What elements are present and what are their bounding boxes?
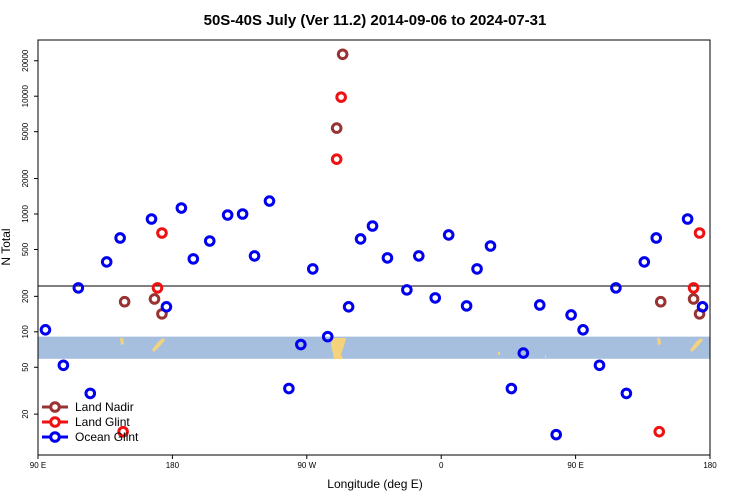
legend-label: Ocean Glint <box>75 430 139 444</box>
point <box>413 250 425 262</box>
point <box>330 122 343 134</box>
point <box>533 299 546 311</box>
point <box>471 263 483 275</box>
point <box>330 153 343 165</box>
point <box>39 324 52 336</box>
point <box>203 235 216 247</box>
y-tick-label: 2000 <box>21 169 30 187</box>
x-tick-label: 90 E <box>567 461 583 470</box>
y-tick-label: 5000 <box>21 122 30 140</box>
point <box>650 232 663 244</box>
x-tick-label: 90 W <box>297 461 316 470</box>
point <box>306 263 319 275</box>
y-tick-label: 500 <box>21 242 30 256</box>
legend-marker <box>49 401 61 413</box>
point <box>505 382 518 395</box>
point <box>100 256 113 268</box>
point <box>460 300 473 312</box>
point <box>638 256 651 268</box>
y-tick-label: 10000 <box>21 85 30 108</box>
point <box>72 282 85 294</box>
point <box>263 195 276 207</box>
y-tick-label: 20000 <box>21 49 30 72</box>
point <box>145 213 158 225</box>
point <box>187 253 200 265</box>
x-tick-label: 90 E <box>30 461 46 470</box>
point <box>84 387 97 400</box>
point <box>381 252 394 264</box>
chart-title: 50S-40S July (Ver 11.2) 2014-09-06 to 20… <box>204 12 547 29</box>
point <box>321 330 334 343</box>
point <box>148 293 161 305</box>
point <box>696 301 709 313</box>
point <box>336 48 349 61</box>
y-tick-label: 100 <box>21 325 30 339</box>
x-tick-label: 180 <box>703 461 717 470</box>
point <box>295 338 307 351</box>
point <box>236 208 249 220</box>
point <box>687 282 700 294</box>
point <box>117 425 129 438</box>
point <box>151 282 164 294</box>
point <box>577 324 589 336</box>
point <box>517 347 530 359</box>
y-tick-label: 50 <box>21 362 30 371</box>
point <box>565 309 577 321</box>
point <box>681 213 694 225</box>
y-tick-label: 20 <box>21 409 30 418</box>
point <box>156 227 168 239</box>
plot-frame <box>37 39 711 456</box>
land-shapes <box>120 338 703 359</box>
point <box>366 220 379 232</box>
y-tick-label: 200 <box>21 289 30 303</box>
point <box>610 282 622 294</box>
x-axis-label: Longitude (deg E) <box>327 477 422 491</box>
point <box>401 284 413 296</box>
point <box>175 202 188 214</box>
y-axis-label: N Total <box>0 228 13 265</box>
point <box>550 428 562 441</box>
legend-label: Land Glint <box>75 415 130 429</box>
y-tick-label: 1000 <box>21 205 30 223</box>
legend-marker <box>49 416 61 428</box>
band <box>38 336 710 359</box>
point <box>118 295 131 308</box>
point <box>653 425 666 438</box>
legend-label: Land Nadir <box>75 400 134 414</box>
point <box>654 295 667 308</box>
point <box>221 209 234 221</box>
point <box>57 359 70 372</box>
point <box>442 229 455 241</box>
point <box>114 232 126 244</box>
point <box>354 233 367 245</box>
point <box>248 250 261 262</box>
point <box>484 240 497 252</box>
point <box>620 387 633 400</box>
x-tick-label: 0 <box>439 461 444 470</box>
point <box>283 382 295 395</box>
point <box>593 359 606 372</box>
point <box>429 292 442 304</box>
point <box>342 301 355 313</box>
point <box>693 227 706 239</box>
point <box>335 91 347 103</box>
point <box>160 301 173 313</box>
x-tick-label: 180 <box>166 461 180 470</box>
legend-marker <box>49 431 61 443</box>
point <box>687 293 700 305</box>
